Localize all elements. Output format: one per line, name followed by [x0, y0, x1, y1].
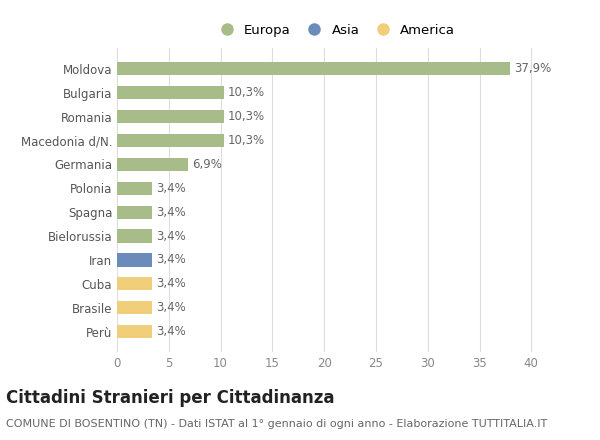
- Text: 3,4%: 3,4%: [157, 230, 186, 242]
- Bar: [117, 62, 509, 75]
- Text: 3,4%: 3,4%: [157, 277, 186, 290]
- Text: 6,9%: 6,9%: [193, 158, 223, 171]
- Text: 3,4%: 3,4%: [157, 182, 186, 195]
- Bar: [117, 301, 152, 314]
- Bar: [117, 205, 152, 219]
- Text: 10,3%: 10,3%: [228, 134, 265, 147]
- Text: 3,4%: 3,4%: [157, 301, 186, 314]
- Bar: [117, 230, 152, 242]
- Text: COMUNE DI BOSENTINO (TN) - Dati ISTAT al 1° gennaio di ogni anno - Elaborazione : COMUNE DI BOSENTINO (TN) - Dati ISTAT al…: [6, 419, 547, 429]
- Text: 10,3%: 10,3%: [228, 110, 265, 123]
- Text: 3,4%: 3,4%: [157, 325, 186, 338]
- Bar: [117, 158, 188, 171]
- Text: 10,3%: 10,3%: [228, 86, 265, 99]
- Text: 37,9%: 37,9%: [514, 62, 551, 75]
- Bar: [117, 86, 224, 99]
- Bar: [117, 277, 152, 290]
- Text: 3,4%: 3,4%: [157, 205, 186, 219]
- Text: 3,4%: 3,4%: [157, 253, 186, 267]
- Legend: Europa, Asia, America: Europa, Asia, America: [208, 18, 461, 42]
- Bar: [117, 134, 224, 147]
- Bar: [117, 253, 152, 267]
- Bar: [117, 110, 224, 123]
- Bar: [117, 325, 152, 338]
- Text: Cittadini Stranieri per Cittadinanza: Cittadini Stranieri per Cittadinanza: [6, 389, 335, 407]
- Bar: [117, 182, 152, 195]
